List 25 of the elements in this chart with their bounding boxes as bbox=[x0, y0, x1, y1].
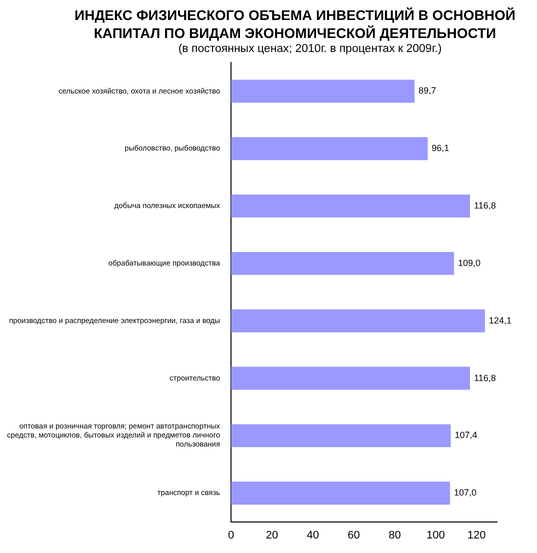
chart-title: ИНДЕКС ФИЗИЧЕСКОГО ОБЪЕМА ИНВЕСТИЦИЙ В ОСНОВНОЙ КАПИТАЛ ПО ВИДАМ ЭКОНОМИЧЕСКОЙ ДЕЯТЕЛЬНОСТИ bbox=[74, 6, 516, 42]
x-tick-label: 20 bbox=[266, 529, 278, 542]
data-label: 109,0 bbox=[458, 258, 481, 268]
data-label: 89,7 bbox=[418, 86, 436, 96]
bar bbox=[231, 194, 470, 218]
bar bbox=[231, 80, 415, 103]
data-label: 107,0 bbox=[454, 488, 476, 498]
data-label: 116,8 bbox=[474, 200, 496, 211]
chart-subtitle: (в постоянных ценах; 2010г. в процентах к 2009г.) bbox=[177, 43, 443, 55]
data-label: 116,8 bbox=[474, 372, 496, 383]
bar bbox=[231, 137, 428, 160]
bar bbox=[231, 252, 454, 275]
x-tick-label: 0 bbox=[228, 529, 234, 542]
x-tick-label: 100 bbox=[426, 529, 445, 542]
data-label: 124,1 bbox=[488, 315, 512, 326]
x-tick-label: 60 bbox=[348, 529, 360, 542]
bar bbox=[231, 309, 485, 332]
x-tick-label: 40 bbox=[306, 529, 320, 542]
x-tick-label: 120 bbox=[467, 529, 486, 542]
bar bbox=[231, 424, 451, 448]
bar bbox=[231, 482, 450, 505]
bar bbox=[231, 366, 470, 390]
data-label: 96,1 bbox=[432, 143, 450, 154]
data-label: 107,4 bbox=[454, 430, 478, 440]
x-tick-label: 80 bbox=[388, 529, 401, 542]
